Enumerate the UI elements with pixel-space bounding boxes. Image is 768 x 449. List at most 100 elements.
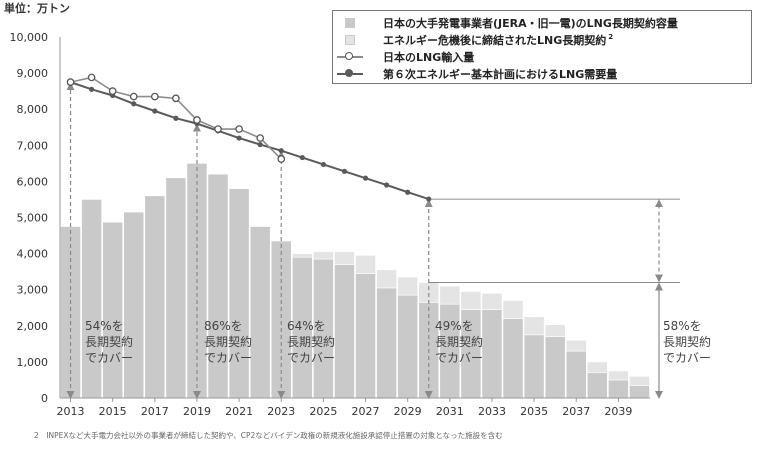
bar-new-2030 <box>418 282 440 303</box>
x-tick-label: 2021 <box>225 405 253 418</box>
y-tick-label: 10,000 <box>10 31 49 44</box>
x-tick-label: 2019 <box>183 405 211 418</box>
bar-new-2028 <box>376 269 397 289</box>
bar-new-2027 <box>355 255 376 274</box>
bar-major-2037 <box>565 350 587 399</box>
bar-new-2031 <box>439 285 461 305</box>
bar-new-2034 <box>502 300 524 319</box>
bar-new-2024 <box>291 253 313 258</box>
legend-label-imports: 日本のLNG輸入量 <box>383 51 475 64</box>
y-tick-label: 8,000 <box>17 103 49 116</box>
y-tick-label: 0 <box>41 392 48 405</box>
demand-point-2030 <box>426 196 432 202</box>
bar-new-2036 <box>544 324 566 337</box>
bar-new-2038 <box>586 361 608 374</box>
import-point-2021 <box>235 125 243 133</box>
demand-point-2017 <box>152 108 158 114</box>
bar-major-2022 <box>249 226 271 399</box>
unit-label: 単位：万トン <box>4 2 70 15</box>
demand-point-2029 <box>405 189 411 195</box>
footnote: 2 INPEXなど大手電力会社以外の事業者が締結した契約や、CP2などバイデン政… <box>34 431 503 440</box>
y-tick-label: 2,000 <box>17 320 49 333</box>
coverage-2030-line2: 長期契約 <box>435 335 484 349</box>
coverage-label-2019: 86%を 長期契約 でカバー <box>204 318 252 366</box>
coverage-label-2013: 54%を 長期契約 でカバー <box>85 318 133 366</box>
demand-point-2028 <box>384 182 390 188</box>
bar-major-2039 <box>608 379 629 399</box>
coverage-label-right: 58%を 長期契約 でカバー <box>663 318 711 366</box>
coverage-2013-pct: 54%を <box>85 319 124 333</box>
x-tick-label: 2023 <box>267 405 295 418</box>
bar-new-2039 <box>608 370 629 381</box>
y-tick-label: 5,000 <box>17 212 49 225</box>
coverage-2023-line2: 長期契約 <box>287 335 336 349</box>
legend-marker-imports <box>345 52 353 60</box>
bar-new-2033 <box>481 293 503 310</box>
import-point-2014 <box>87 73 96 82</box>
import-point-2015 <box>108 87 117 96</box>
bar-major-2018 <box>165 177 187 399</box>
coverage-2023-pct: 64%を <box>287 319 326 333</box>
coverage-label-2023: 64%を 長期契約 でカバー <box>287 318 335 366</box>
x-tick-label: 2013 <box>57 405 85 418</box>
bar-major-2027 <box>355 273 376 399</box>
x-tick-label: 2027 <box>352 405 380 418</box>
bar-major-2038 <box>586 372 608 399</box>
bar-major-2035 <box>523 334 545 399</box>
y-tick-label: 6,000 <box>17 175 49 188</box>
y-tick-label: 1,000 <box>17 356 49 369</box>
x-tick-label: 2029 <box>394 405 422 418</box>
y-tick-label: 9,000 <box>17 67 49 80</box>
legend-marker-demand <box>345 69 353 77</box>
import-point-2023 <box>277 155 286 163</box>
legend-label-demand: 第６次エネルギー基本計画におけるLNG需要量 <box>383 68 618 81</box>
import-point-2013 <box>66 78 75 86</box>
bar-major-2034 <box>502 318 524 399</box>
demand-point-2026 <box>341 168 348 174</box>
coverage-2013-line2: 長期契約 <box>85 335 134 349</box>
x-tick-label: 2031 <box>436 405 464 418</box>
x-tick-label: 2037 <box>562 405 590 418</box>
x-tick-label: 2015 <box>99 405 127 418</box>
import-point-2022 <box>256 134 265 142</box>
legend-label-new-wrap: エネルギー危機後に締結されたLNG長期契約 2 <box>383 32 613 48</box>
demand-point-2021 <box>236 135 242 141</box>
legend-swatch-new <box>345 35 355 45</box>
bar-major-2036 <box>544 336 566 399</box>
bar-group <box>60 163 650 399</box>
demand-line <box>70 81 430 201</box>
x-tick-label: 2035 <box>520 405 548 418</box>
bar-new-2037 <box>565 339 587 352</box>
coverage-2019-line3: でカバー <box>204 351 253 365</box>
bar-new-2035 <box>523 316 545 336</box>
coverage-2019-pct: 86%を <box>204 319 243 333</box>
y-tick-label: 7,000 <box>17 139 49 152</box>
bar-major-2040 <box>629 385 650 399</box>
import-point-2020 <box>214 125 222 133</box>
x-tick-label: 2017 <box>141 405 169 418</box>
bar-major-2016 <box>123 211 145 399</box>
coverage-2030-line3: でカバー <box>435 351 484 365</box>
axes-group: 0 1,000 2,000 3,000 4,000 5,000 6,000 7,000 8,00… <box>10 31 650 418</box>
import-point-2018 <box>172 94 180 103</box>
import-point-2017 <box>150 92 159 101</box>
import-point-2016 <box>129 92 138 101</box>
demand-point-2023 <box>278 148 284 154</box>
legend-footnote-mark: 2 <box>608 33 614 42</box>
bar-major-2021 <box>228 188 250 399</box>
bar-major-2028 <box>376 287 397 399</box>
bar-major-2017 <box>144 195 166 399</box>
x-tick-label: 2033 <box>478 405 506 418</box>
demand-point-2014 <box>89 86 95 92</box>
coverage-arrows <box>66 82 680 399</box>
demand-point-2024 <box>299 154 305 161</box>
bar-new-2026 <box>334 251 355 265</box>
coverage-2019-line2: 長期契約 <box>204 335 253 349</box>
demand-point-2027 <box>362 175 369 181</box>
legend-label-new: エネルギー危機後に締結されたLNG長期契約 <box>383 34 607 47</box>
bar-new-2025 <box>313 251 334 260</box>
bar-new-2040 <box>629 376 650 386</box>
coverage-right-line3: でカバー <box>663 351 712 365</box>
demand-point-2016 <box>131 101 137 107</box>
